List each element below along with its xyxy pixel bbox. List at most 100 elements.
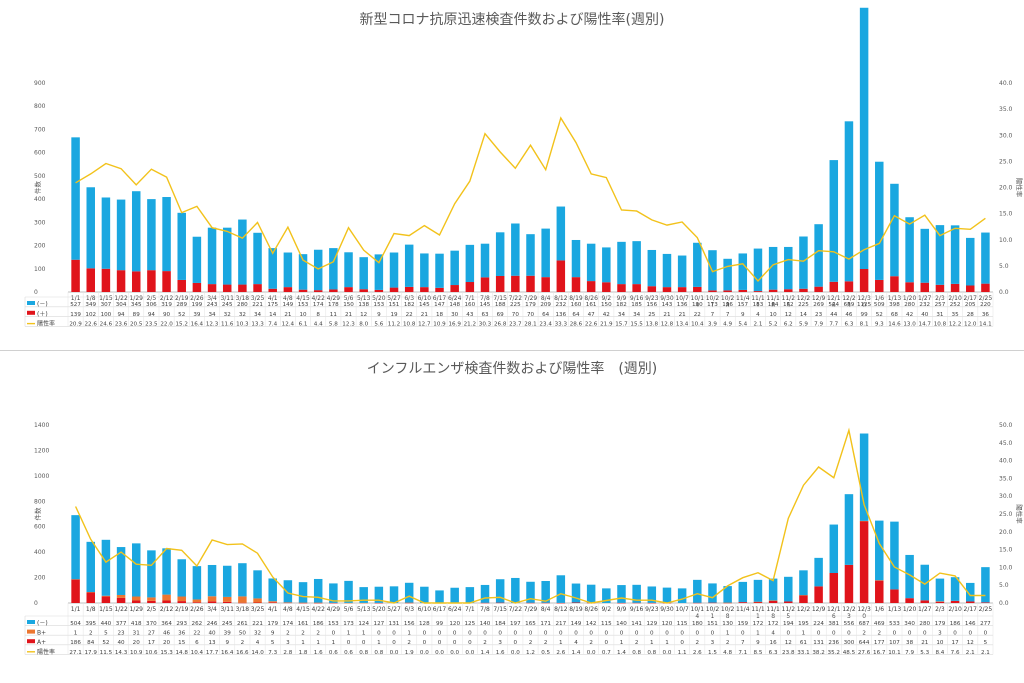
table-cell: 50 — [239, 631, 247, 637]
bar-negative — [738, 581, 748, 603]
table-cell: 0 — [605, 631, 609, 637]
bar-positive — [313, 290, 323, 292]
table-cell: 13.4 — [676, 322, 689, 328]
table-cell: 1 — [665, 640, 669, 646]
table-cell: 4.8 — [723, 650, 732, 656]
table-cell: 0 — [787, 631, 791, 637]
table-cell: 0 — [650, 631, 654, 637]
x-tick-label: 1/8 — [86, 295, 96, 302]
bar-negative — [450, 587, 459, 603]
table-cell: 26.8 — [494, 322, 507, 328]
table-cell: 0 — [514, 640, 518, 646]
bar-positive — [890, 276, 899, 292]
table-cell: 5.3 — [920, 650, 929, 656]
bar-negative — [556, 206, 566, 261]
table-cell: 1.4 — [572, 650, 581, 656]
x-tick-label: 11/4 — [736, 295, 750, 302]
table-cell: 28 — [967, 312, 975, 318]
x-tick-label: 10/1 4 — [691, 606, 705, 620]
table-cell: 5.6 — [374, 322, 383, 328]
table-cell: 2 — [862, 631, 866, 637]
bar-negative — [723, 586, 732, 603]
table-cell: 21.2 — [464, 322, 476, 328]
bar-negative — [389, 252, 399, 288]
table-cell: 129 — [646, 621, 657, 627]
x-tick-label: 5/27 — [387, 295, 401, 302]
table-cell: 16.4 — [221, 650, 234, 656]
bar-positive — [420, 287, 429, 292]
table-cell: 0.0 — [663, 650, 672, 656]
table-cell: 10.1 — [888, 650, 901, 656]
table-cell: 12.3 — [206, 322, 219, 328]
x-tick-label: 2/17 — [964, 606, 978, 613]
table-cell: 11.6 — [221, 322, 234, 328]
bar-positive — [935, 601, 945, 603]
table-cell: 100 — [101, 312, 112, 318]
table-cell: 225 — [798, 302, 809, 308]
table-cell: 225 — [510, 302, 521, 308]
table-cell: 1.4 — [617, 650, 626, 656]
table-cell: 0 — [347, 640, 351, 646]
bar-negative — [495, 579, 505, 603]
table-cell: 262 — [192, 621, 203, 627]
bar-negative — [950, 225, 960, 284]
bar-positive — [526, 602, 535, 604]
table-cell: 0 — [392, 640, 396, 646]
bar-positive — [71, 579, 80, 603]
bar-positive — [313, 602, 323, 604]
table-cell: 34 — [254, 312, 262, 318]
table-cell: 3 — [498, 640, 502, 646]
bar-negative — [814, 224, 823, 287]
x-tick-label: 11/1 1 — [751, 295, 765, 309]
table-cell: 1 — [559, 640, 563, 646]
table-cell: 23 — [815, 312, 823, 318]
legend-key-swatch — [27, 639, 35, 644]
bar-negative — [844, 494, 854, 565]
table-cell: 1.6 — [496, 650, 505, 656]
y2-tick-label: 40.0 — [999, 458, 1013, 465]
bar-positive — [753, 601, 763, 603]
table-cell: 1.4 — [481, 650, 490, 656]
bar-positive — [177, 601, 186, 603]
bar-negative — [935, 578, 945, 602]
table-cell: 0 — [741, 631, 745, 637]
table-cell: 7 — [711, 312, 715, 318]
y2-tick-label: 40.0 — [999, 80, 1013, 87]
table-cell: 15.5 — [630, 322, 643, 328]
x-tick-label: 2/25 — [979, 295, 993, 302]
table-cell: 27.1 — [69, 650, 82, 656]
influenza-chart-panel: インフルエンザ検査件数および陽性率 (週別) 0 200 400 600 800 1000… — [0, 351, 1024, 683]
table-cell: 232 — [555, 302, 566, 308]
bar-positive — [131, 600, 141, 603]
table-cell: 14.7 — [919, 322, 932, 328]
x-tick-label: 12/9 — [812, 606, 826, 613]
table-cell: 17.9 — [85, 650, 98, 656]
y-tick-label: 200 — [34, 575, 46, 582]
table-cell: 20.9 — [69, 322, 82, 328]
table-cell: 23.5 — [145, 322, 158, 328]
table-cell: 14.3 — [115, 650, 128, 656]
table-cell: 2 — [696, 640, 700, 646]
table-cell: 0 — [605, 640, 609, 646]
table-cell: 145 — [419, 302, 430, 308]
table-cell: 1.6 — [314, 650, 323, 656]
bar-positive — [222, 284, 232, 292]
x-tick-label: 7/29 — [524, 295, 538, 302]
table-cell: 1 — [332, 640, 336, 646]
table-cell: 12 — [360, 312, 367, 318]
table-cell: 0 — [438, 640, 442, 646]
x-tick-label: 12/1 6 — [827, 606, 841, 620]
bar-positive — [162, 271, 171, 292]
table-cell: 7.9 — [905, 650, 914, 656]
table-cell: 14.8 — [175, 650, 188, 656]
bar-positive — [814, 286, 823, 292]
table-cell: 43 — [466, 312, 474, 318]
table-cell: 184 — [768, 302, 779, 308]
bar-positive — [571, 277, 581, 292]
table-cell: 504 — [70, 621, 81, 627]
table-cell: 150 — [601, 302, 612, 308]
table-cell: 143 — [662, 302, 673, 308]
bar-negative — [526, 581, 535, 603]
legend-key-swatch — [27, 620, 35, 624]
bar-positive — [647, 286, 657, 292]
